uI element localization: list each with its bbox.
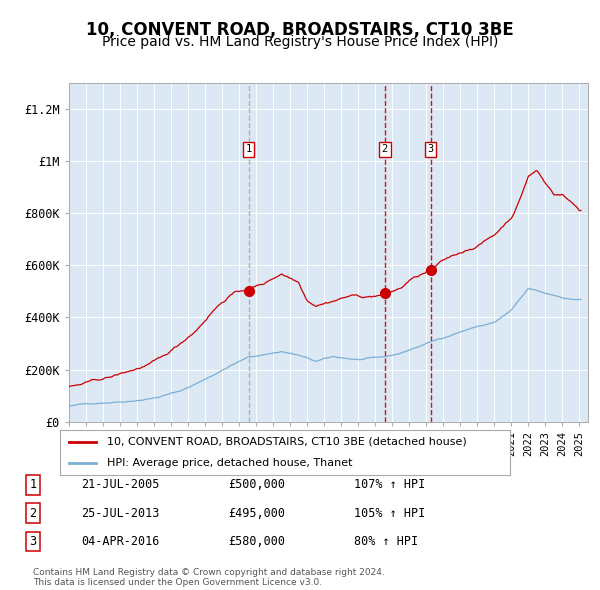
Text: Price paid vs. HM Land Registry's House Price Index (HPI): Price paid vs. HM Land Registry's House …	[102, 35, 498, 50]
Text: 10, CONVENT ROAD, BROADSTAIRS, CT10 3BE: 10, CONVENT ROAD, BROADSTAIRS, CT10 3BE	[86, 21, 514, 39]
Text: 1: 1	[29, 478, 37, 491]
Text: 10, CONVENT ROAD, BROADSTAIRS, CT10 3BE (detached house): 10, CONVENT ROAD, BROADSTAIRS, CT10 3BE …	[107, 437, 467, 447]
Text: £500,000: £500,000	[228, 478, 285, 491]
Text: 80% ↑ HPI: 80% ↑ HPI	[354, 535, 418, 548]
Text: 04-APR-2016: 04-APR-2016	[81, 535, 160, 548]
Text: 107% ↑ HPI: 107% ↑ HPI	[354, 478, 425, 491]
Text: HPI: Average price, detached house, Thanet: HPI: Average price, detached house, Than…	[107, 458, 353, 468]
Text: £580,000: £580,000	[228, 535, 285, 548]
Text: 2: 2	[29, 507, 37, 520]
Text: £495,000: £495,000	[228, 507, 285, 520]
Text: 25-JUL-2013: 25-JUL-2013	[81, 507, 160, 520]
Text: 3: 3	[428, 144, 434, 154]
Text: Contains HM Land Registry data © Crown copyright and database right 2024.
This d: Contains HM Land Registry data © Crown c…	[33, 568, 385, 587]
Text: 105% ↑ HPI: 105% ↑ HPI	[354, 507, 425, 520]
Text: 3: 3	[29, 535, 37, 548]
Text: 21-JUL-2005: 21-JUL-2005	[81, 478, 160, 491]
Text: 1: 1	[245, 144, 251, 154]
Text: 2: 2	[382, 144, 388, 154]
